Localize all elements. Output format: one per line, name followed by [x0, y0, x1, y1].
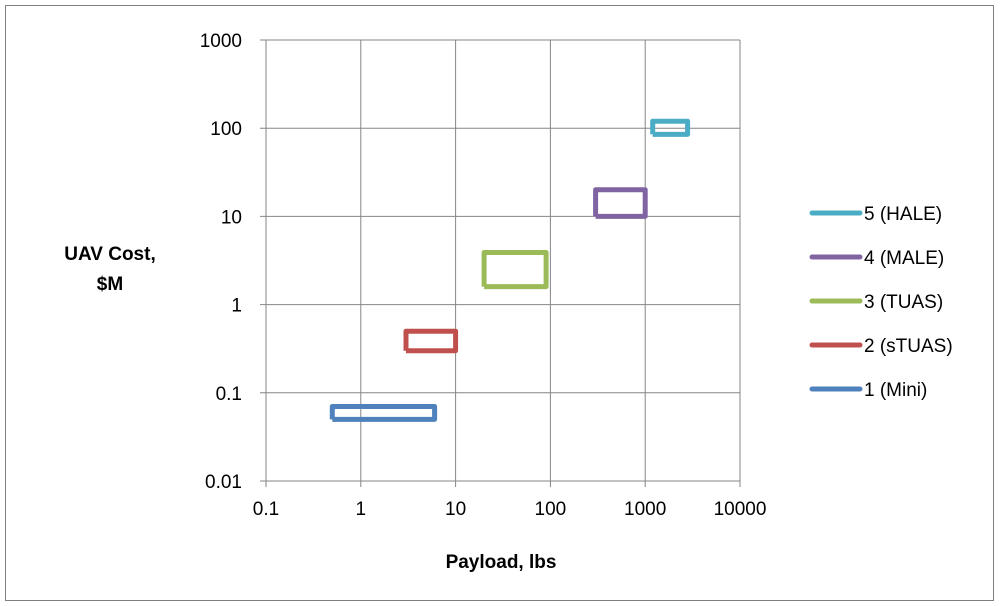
- x-axis-title: Payload, lbs: [446, 552, 557, 573]
- y-tick-label: 1: [231, 296, 242, 317]
- gridlines: [260, 39, 741, 487]
- x-tick-label: 10000: [714, 499, 767, 520]
- legend-label: 3 (TUAS): [864, 292, 943, 313]
- y-tick-label: 1000: [200, 31, 242, 52]
- series-line: [593, 187, 648, 219]
- y-tick-label: 0.1: [216, 384, 242, 405]
- x-tick-label: 0.1: [253, 499, 279, 520]
- y-axis-title-line-1: UAV Cost,: [64, 244, 155, 265]
- series-line: [650, 118, 691, 137]
- x-tick-label: 1000: [624, 499, 666, 520]
- series-line: [403, 328, 459, 354]
- y-tick-label: 0.01: [205, 472, 242, 493]
- x-tick-label: 1: [356, 499, 367, 520]
- legend-label: 1 (Mini): [864, 380, 927, 401]
- x-tick-label: 100: [535, 499, 567, 520]
- legend-label: 2 (sTUAS): [864, 336, 953, 357]
- y-axis-title-line-2: $M: [97, 274, 123, 295]
- legend: 5 (HALE) 4 (MALE) 3 (TUAS) 2 (sTUAS) 1 (Mini…: [809, 204, 953, 401]
- series-line: [329, 404, 438, 422]
- y-tick-label: 100: [210, 119, 242, 140]
- series-layer: [329, 118, 691, 422]
- x-tick-label: 10: [445, 499, 466, 520]
- legend-label: 4 (MALE): [864, 248, 944, 269]
- series-line: [481, 250, 549, 290]
- y-tick-label: 10: [221, 207, 242, 228]
- legend-label: 5 (HALE): [864, 204, 942, 225]
- tick-labels: 0.1 1 10 100 1000 10000 0.01 0.1 1 10 100 1000: [200, 31, 767, 520]
